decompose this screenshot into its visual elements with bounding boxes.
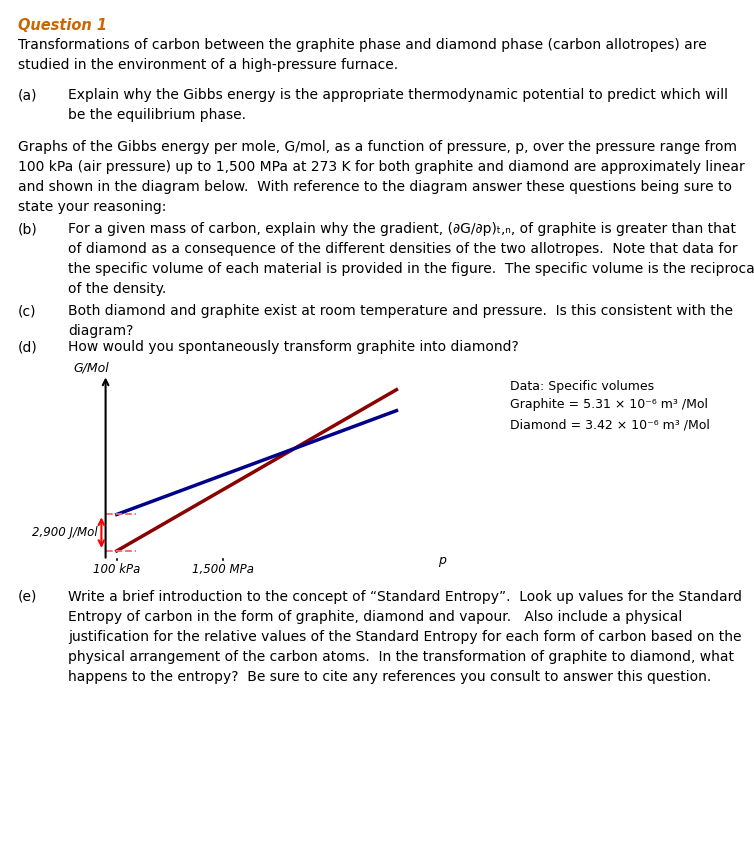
Text: Graphs of the Gibbs energy per mole, G/mol, as a function of pressure, p, over t: Graphs of the Gibbs energy per mole, G/m… bbox=[18, 140, 745, 214]
Text: p: p bbox=[438, 554, 446, 567]
Text: Graphite: Graphite bbox=[326, 428, 401, 443]
Text: For a given mass of carbon, explain why the gradient, (∂G/∂p)ₜ,ₙ, of graphite is: For a given mass of carbon, explain why … bbox=[68, 222, 754, 296]
Text: Transformations of carbon between the graphite phase and diamond phase (carbon a: Transformations of carbon between the gr… bbox=[18, 38, 706, 72]
Text: Data: Specific volumes: Data: Specific volumes bbox=[510, 380, 654, 393]
Text: How would you spontaneously transform graphite into diamond?: How would you spontaneously transform gr… bbox=[68, 340, 519, 354]
Text: (a): (a) bbox=[18, 88, 38, 102]
Text: (b): (b) bbox=[18, 222, 38, 236]
Text: 100 kPa: 100 kPa bbox=[93, 563, 140, 575]
Text: (d): (d) bbox=[18, 340, 38, 354]
Text: Explain why the Gibbs energy is the appropriate thermodynamic potential to predi: Explain why the Gibbs energy is the appr… bbox=[68, 88, 728, 122]
Text: Graphite = 5.31 × 10⁻⁶ m³ /Mol: Graphite = 5.31 × 10⁻⁶ m³ /Mol bbox=[510, 398, 708, 411]
Text: G/Mol: G/Mol bbox=[74, 361, 109, 375]
Text: Diamond: Diamond bbox=[304, 441, 379, 456]
Text: Diamond = 3.42 × 10⁻⁶ m³ /Mol: Diamond = 3.42 × 10⁻⁶ m³ /Mol bbox=[510, 418, 710, 431]
Text: Both diamond and graphite exist at room temperature and pressure.  Is this consi: Both diamond and graphite exist at room … bbox=[68, 304, 733, 338]
Text: (c): (c) bbox=[18, 304, 36, 318]
Text: 1,500 MPa: 1,500 MPa bbox=[192, 563, 254, 575]
Text: (e): (e) bbox=[18, 590, 38, 604]
Text: Write a brief introduction to the concept of “Standard Entropy”.  Look up values: Write a brief introduction to the concep… bbox=[68, 590, 742, 684]
Text: Question 1: Question 1 bbox=[18, 18, 107, 33]
Text: 2,900 J/Mol: 2,900 J/Mol bbox=[32, 526, 97, 539]
